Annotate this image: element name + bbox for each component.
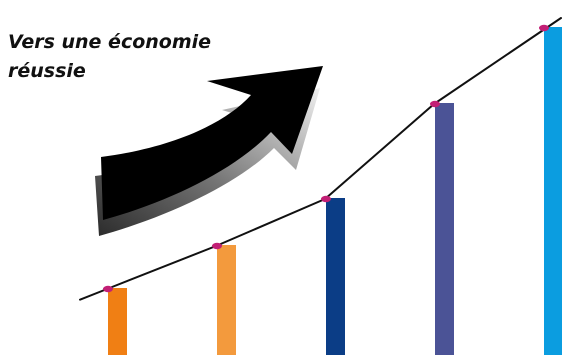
trend-marker-1 [103,285,113,293]
chart-title: Vers une économie réussie [8,31,212,82]
bar-2 [217,245,236,355]
upward-curved-arrow-shape [101,66,323,220]
trend-series [79,17,562,301]
bar-series [108,27,562,355]
bar-1 [108,288,127,355]
bar-5 [544,27,562,355]
trend-marker-2 [212,242,222,250]
bar-3 [326,198,345,355]
trend-line [79,17,562,301]
trend-marker-4 [430,100,440,108]
trend-marker-5 [539,24,549,32]
trend-marker-3 [321,195,331,203]
upward-curved-arrow-icon [95,66,323,236]
bar-4 [435,103,454,355]
